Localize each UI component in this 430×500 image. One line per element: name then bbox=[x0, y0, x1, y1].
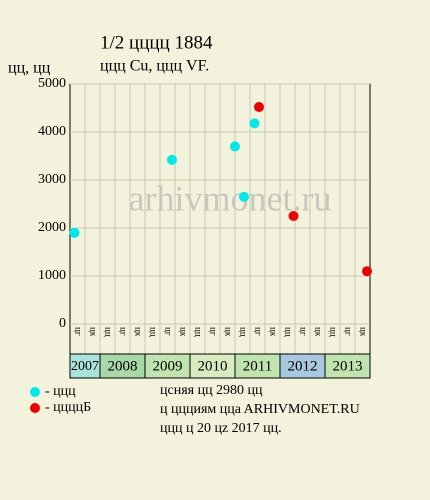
chart-subtitle: ццц Cu, ццц VF. bbox=[100, 58, 209, 75]
point bbox=[362, 266, 372, 277]
x-tick-label: цк bbox=[223, 327, 233, 337]
x-tick-label: цц bbox=[283, 327, 293, 337]
x-tick-label: цц bbox=[103, 327, 113, 337]
x-tick-label: цк bbox=[133, 327, 143, 337]
legend-marker bbox=[30, 387, 40, 397]
info-text: ццц ц 20 цz 2017 цц. bbox=[160, 421, 282, 436]
x-tick-label: цг bbox=[118, 327, 128, 336]
legend-label: - ццц bbox=[45, 384, 76, 399]
x-tick-label: цц bbox=[238, 327, 248, 337]
y-tick-label: 3000 bbox=[38, 172, 66, 187]
y-tick-label: 5000 bbox=[38, 76, 66, 91]
year-band bbox=[99, 353, 146, 379]
year-label: 2009 bbox=[153, 358, 183, 374]
watermark: arhivmonet.ru bbox=[129, 178, 332, 218]
year-band bbox=[189, 353, 236, 379]
x-tick-label: цг bbox=[298, 327, 308, 336]
point bbox=[239, 191, 249, 202]
year-label: 2008 bbox=[108, 358, 138, 374]
year-label: 2010 bbox=[198, 358, 228, 374]
x-tick-label: цц bbox=[148, 327, 158, 337]
x-tick-label: цг bbox=[343, 327, 353, 336]
x-tick-label: цг bbox=[163, 327, 173, 336]
year-label: 2011 bbox=[243, 358, 272, 374]
x-tick-label: цк bbox=[268, 327, 278, 337]
info-text: цcняя цц 2980 цц bbox=[160, 383, 263, 398]
year-label: 2012 bbox=[288, 358, 318, 374]
year-band bbox=[324, 353, 371, 379]
x-tick-label: цц bbox=[193, 327, 203, 337]
x-tick-label: цк bbox=[358, 327, 368, 337]
year-label: 2007 bbox=[71, 359, 99, 374]
legend-label: - ццццБ bbox=[45, 400, 91, 415]
x-tick-label: цк bbox=[88, 327, 98, 337]
y-tick-label: 1000 bbox=[38, 268, 66, 283]
y-tick-label: 4000 bbox=[38, 124, 66, 139]
year-band bbox=[234, 353, 281, 379]
x-tick-label: цц bbox=[328, 327, 338, 337]
x-tick-label: цг bbox=[73, 327, 83, 336]
y-axis-label: цц, цц bbox=[8, 60, 51, 77]
year-label: 2013 bbox=[333, 358, 363, 374]
point bbox=[167, 154, 177, 165]
chart-title: 1/2 цццц 1884 bbox=[100, 32, 213, 53]
info-text: ц ццциям ццa ARHIVMONET.RU bbox=[160, 402, 360, 417]
legend-marker bbox=[30, 403, 40, 413]
year-band bbox=[69, 353, 101, 379]
year-band bbox=[279, 353, 326, 379]
x-tick-label: цк bbox=[178, 327, 188, 337]
x-tick-label: цк bbox=[313, 327, 323, 337]
point bbox=[230, 141, 240, 152]
point bbox=[254, 102, 264, 113]
y-tick-label: 2000 bbox=[38, 220, 66, 235]
point bbox=[288, 211, 299, 221]
x-tick-label: цг bbox=[208, 327, 218, 336]
y-tick-label: 0 bbox=[59, 316, 66, 331]
x-tick-label: цг bbox=[253, 327, 263, 336]
point bbox=[249, 118, 260, 129]
point bbox=[69, 227, 80, 238]
